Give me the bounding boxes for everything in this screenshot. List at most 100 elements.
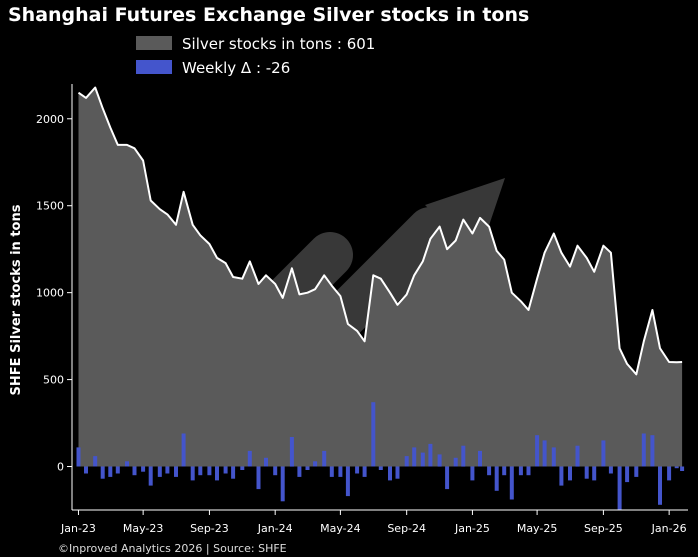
legend-label-weekly: Weekly Δ : -26 (182, 59, 290, 77)
weekly-bar (617, 466, 622, 510)
weekly-bar (461, 445, 466, 467)
weekly-bar (487, 466, 492, 476)
weekly-bar (264, 457, 268, 467)
weekly-bar (404, 456, 409, 467)
weekly-bars-layer (76, 402, 685, 510)
x-tick-label: Jan-23 (60, 522, 96, 535)
weekly-bar (395, 466, 400, 479)
weekly-bar (502, 466, 507, 476)
x-tick-label: Jan-25 (454, 522, 490, 535)
weekly-bar (305, 466, 310, 470)
x-tick-label: Sep-24 (387, 522, 426, 535)
legend-label-stocks: Silver stocks in tons : 601 (182, 35, 375, 53)
y-tick-label: 1500 (36, 200, 64, 213)
weekly-bar (680, 466, 685, 471)
weekly-bar (181, 433, 186, 467)
x-tick-label: Sep-25 (584, 522, 623, 535)
stocks-area-fill (78, 87, 683, 467)
x-tick-label: May-25 (517, 522, 558, 535)
weekly-bar (207, 466, 212, 476)
weekly-bar (157, 466, 162, 477)
legend-swatch-stocks (136, 36, 172, 50)
weekly-bar (165, 466, 170, 474)
weekly-bar (141, 466, 146, 472)
weekly-bar (280, 466, 285, 502)
weekly-bar (535, 435, 540, 467)
legend: Silver stocks in tons : 601 Weekly Δ : -2… (136, 35, 375, 77)
weekly-bar (494, 466, 499, 491)
weekly-bar (100, 466, 105, 479)
weekly-bar (273, 466, 278, 476)
chart-title: Shanghai Futures Exchange Silver stocks … (8, 4, 530, 26)
weekly-bar (231, 466, 236, 479)
weekly-bar (608, 466, 613, 474)
x-tick-label: May-24 (320, 522, 361, 535)
weekly-bar (551, 447, 556, 467)
weekly-bar (338, 466, 343, 477)
weekly-bar (198, 466, 203, 476)
weekly-bar (215, 466, 219, 481)
weekly-bar (575, 445, 580, 467)
weekly-bar (667, 466, 672, 481)
weekly-bar (247, 450, 252, 467)
y-tick-label: 2000 (36, 113, 64, 126)
weekly-bar (289, 437, 294, 467)
stocks-area-layer (77, 86, 683, 467)
weekly-bar (658, 466, 662, 505)
y-axis-label: SHFE Silver stocks in tons (9, 204, 24, 395)
legend-swatch-weekly (136, 60, 172, 74)
weekly-bar (453, 457, 458, 467)
footer-source: ©Inproved Analytics 2026 | Source: SHFE (58, 542, 287, 555)
weekly-bar (420, 452, 425, 467)
weekly-bar (641, 433, 646, 467)
weekly-bar (125, 461, 129, 467)
weekly-bar (108, 466, 113, 477)
stocks-line (77, 86, 683, 376)
weekly-bar (345, 466, 350, 497)
weekly-bar (174, 466, 178, 477)
weekly-bar (542, 440, 547, 467)
weekly-bar (568, 466, 572, 481)
weekly-bar (478, 450, 482, 467)
weekly-bar (388, 466, 392, 481)
weekly-bar (371, 402, 376, 467)
x-tick-label: Sep-23 (190, 522, 229, 535)
weekly-bar (634, 466, 639, 477)
weekly-bar (601, 440, 606, 467)
y-tick-label: 0 (57, 461, 64, 474)
weekly-bar (313, 461, 318, 467)
weekly-bar (625, 466, 630, 483)
weekly-bar (256, 466, 261, 490)
weekly-bar (115, 466, 120, 474)
x-tick-label: Jan-26 (651, 522, 687, 535)
weekly-bar (470, 466, 475, 481)
y-tick-label: 1000 (36, 287, 64, 300)
weekly-bar (584, 466, 589, 479)
weekly-bar (93, 456, 98, 467)
weekly-bar (329, 466, 334, 477)
weekly-bar (437, 454, 442, 467)
weekly-bar (674, 466, 679, 469)
weekly-bar (132, 466, 137, 476)
y-tick-label: 500 (43, 374, 64, 387)
weekly-bar (297, 466, 302, 477)
weekly-bar (76, 447, 81, 467)
weekly-bar (650, 435, 655, 467)
weekly-bar (148, 466, 153, 486)
axes-layer: 0 500 1000 1500 2000 Jan-23 May-23 Sep-23 Jan-24… (36, 84, 688, 535)
weekly-bar (362, 466, 367, 477)
weekly-bar (509, 466, 514, 500)
x-tick-label: May-23 (123, 522, 164, 535)
weekly-bar (445, 466, 450, 490)
weekly-bar (428, 443, 433, 467)
weekly-bar (378, 466, 383, 470)
weekly-bar (84, 466, 88, 474)
weekly-bar (223, 466, 228, 474)
weekly-bar (526, 466, 531, 476)
weekly-bar (592, 466, 597, 481)
weekly-bar (412, 447, 417, 467)
weekly-bar (190, 466, 195, 481)
x-tick-label: Jan-24 (257, 522, 293, 535)
weekly-bar (322, 450, 327, 467)
